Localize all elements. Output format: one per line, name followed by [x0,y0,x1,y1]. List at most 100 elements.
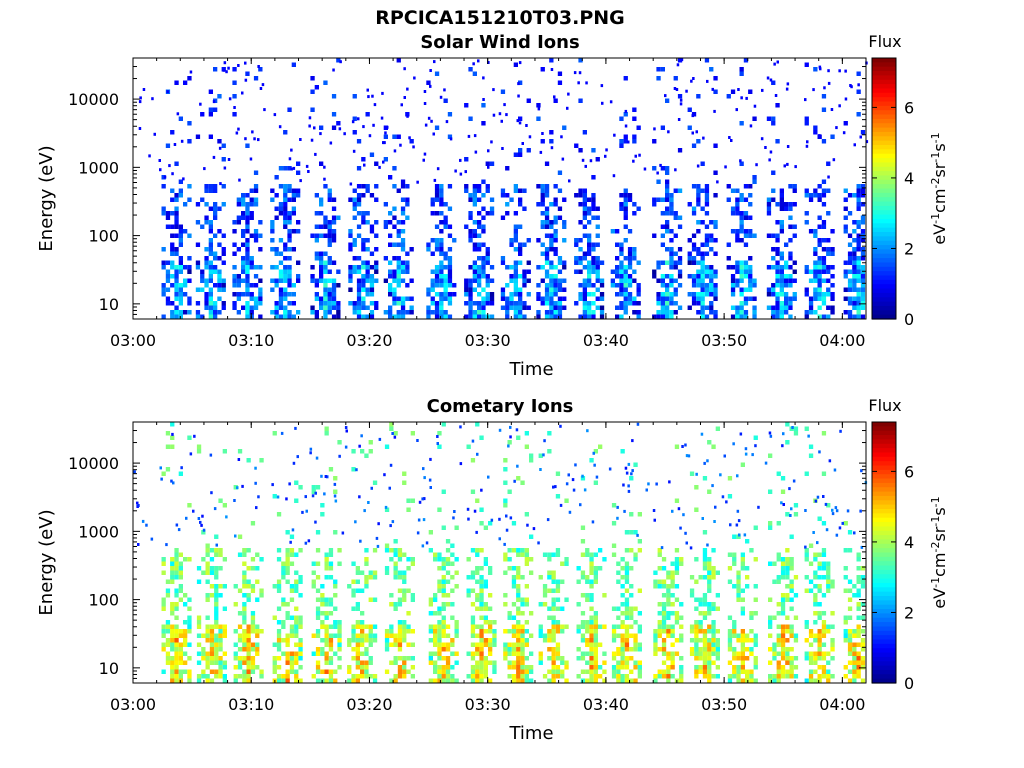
spectrogram-cell [666,575,671,580]
spectrogram-point [406,114,409,118]
spectrogram-cell [551,606,556,611]
spectrogram-cell [843,548,848,553]
spectrogram-cell [289,597,295,602]
spectrogram-cell [700,265,705,270]
spectrogram-cell [454,624,459,629]
spectrogram-cell [174,287,179,292]
spectrogram-cell [351,593,356,598]
spectrogram-cell [516,647,521,652]
spectrogram-cell [396,310,401,315]
spectrogram-cell [817,265,822,270]
spectrogram-cell [400,179,406,184]
spectrogram-cell [847,588,853,593]
spectrogram-cell [336,58,341,63]
colorbar-segment [872,452,896,458]
spectrogram-cell [813,188,818,193]
spectrogram-cell [660,292,665,297]
spectrogram-cell [488,566,493,571]
spectrogram-cell [518,202,523,207]
spectrogram-cell [468,229,473,234]
spectrogram-cell [775,296,780,301]
spectrogram-cell [713,220,718,225]
spectrogram-cell [529,453,534,458]
spectrogram-cell [245,305,250,310]
spectrogram-cell [178,260,183,265]
spectrogram-cell [817,665,822,670]
spectrogram-cell [445,548,451,553]
spectrogram-cell [406,656,411,661]
colorbar-tick-label: 6 [904,98,914,117]
spectrogram-cell [441,665,446,670]
spectrogram-cell [310,89,315,94]
spectrogram-cell [477,283,482,288]
spectrogram-cell [526,292,531,297]
spectrogram-point [751,453,754,457]
spectrogram-cell [766,287,772,292]
spectrogram-cell [726,184,731,189]
spectrogram-cell [249,265,254,270]
spectrogram-cell [187,503,192,508]
spectrogram-cell [732,534,737,539]
spectrogram-cell [249,197,254,202]
spectrogram-cell [677,269,683,274]
spectrogram-cell [753,656,758,661]
spectrogram-cell [707,588,712,593]
spectrogram-cell [538,633,543,638]
spectrogram-point [554,485,557,489]
spectrogram-cell [602,669,607,674]
spectrogram-cell [511,665,517,670]
spectrogram-cell [727,494,733,499]
spectrogram-point [492,88,495,92]
spectrogram-cell [374,233,379,238]
spectrogram-cell [576,674,581,679]
spectrogram-cell [464,188,469,193]
spectrogram-cell [677,148,683,153]
spectrogram-cell [529,665,534,670]
spectrogram-point [664,94,667,98]
spectrogram-cell [361,283,366,288]
spectrogram-cell [623,269,628,274]
spectrogram-cell [426,242,431,247]
spectrogram-cell [804,548,809,553]
spectrogram-point [680,58,684,62]
colorbar-segment [872,522,896,527]
spectrogram-cell [632,251,637,256]
spectrogram-cell [205,665,210,670]
spectrogram-point [622,483,625,487]
spectrogram-cell [241,193,246,198]
spectrogram-cell [700,269,705,274]
spectrogram-cell [485,296,490,301]
spectrogram-point [816,495,820,499]
spectrogram-cell [287,215,292,220]
spectrogram-cell [788,251,793,256]
spectrogram-cell [702,615,708,620]
spectrogram-cell [246,674,251,679]
spectrogram-point [359,539,362,543]
spectrogram-cell [245,229,250,234]
spectrogram-cell [187,624,192,629]
spectrogram-cell [500,305,506,310]
spectrogram-cell [331,314,337,319]
spectrogram-cell [441,525,446,530]
colorbar-segment [872,513,896,519]
spectrogram-cell [242,584,247,589]
spectrogram-cell [793,633,799,638]
spectrogram-cell [698,597,703,602]
spectrogram-point [487,165,490,169]
spectrogram-cell [356,292,362,297]
spectrogram-cell [808,642,814,647]
spectrogram-cell [187,296,192,301]
spectrogram-point [774,94,778,97]
spectrogram-cell [428,611,433,616]
spectrogram-cell [178,674,183,679]
spectrogram-cell [687,260,692,265]
spectrogram-cell [477,224,482,229]
spectrogram-cell [779,224,784,229]
spectrogram-point [344,445,348,449]
spectrogram-cell [529,651,534,656]
spectrogram-cell [214,633,219,638]
spectrogram-cell [576,629,581,634]
spectrogram-cell [481,179,486,184]
spectrogram-cell [161,624,166,629]
